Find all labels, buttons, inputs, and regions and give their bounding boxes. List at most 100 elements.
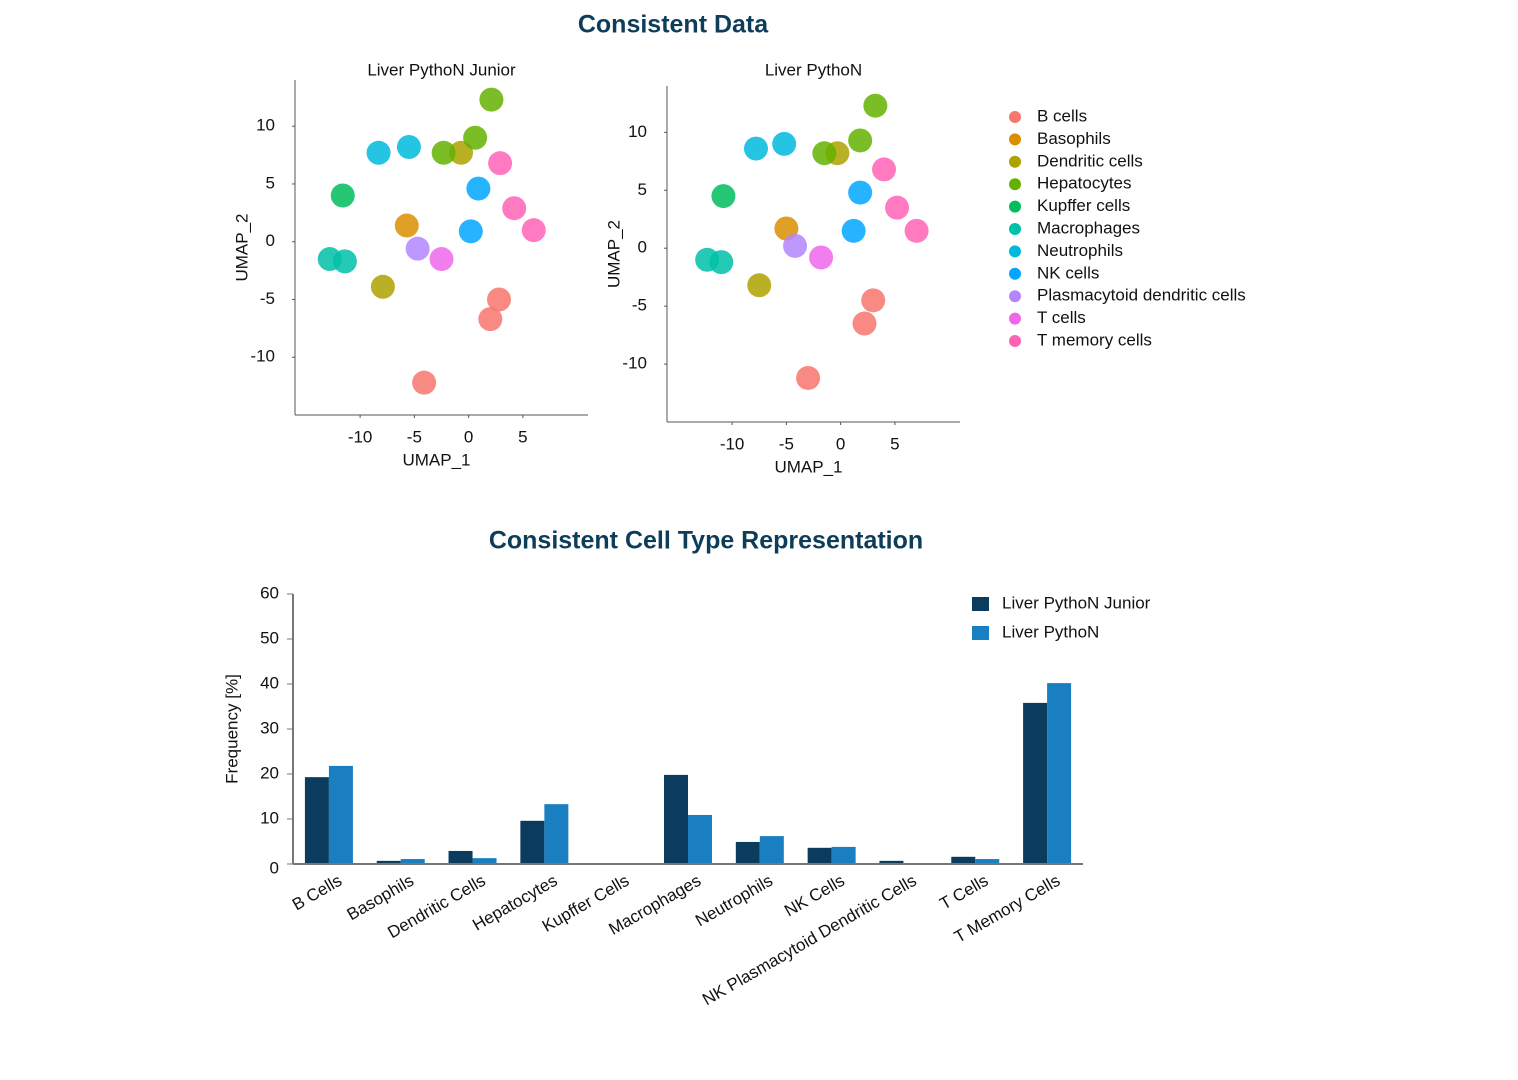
- legend-marker: [972, 597, 989, 611]
- legend-marker: [1009, 155, 1021, 168]
- bar: [520, 820, 545, 864]
- legend-marker: [1009, 223, 1021, 235]
- cluster-point: [772, 131, 797, 156]
- x-tick-label: 0: [464, 427, 473, 446]
- bar: [879, 860, 904, 864]
- y-tick-label: 60: [260, 583, 279, 602]
- legend-marker: [972, 626, 989, 640]
- cluster-point: [405, 236, 430, 261]
- y-tick-label: 10: [256, 116, 275, 135]
- cluster-point: [463, 125, 488, 150]
- cluster-point: [396, 135, 421, 159]
- bar: [951, 856, 976, 864]
- legend-label: Plasmacytoid dendritic cells: [1037, 286, 1246, 305]
- y-axis-label: Frequency [%]: [222, 674, 241, 784]
- legend-marker: [1009, 200, 1021, 213]
- cluster-point: [479, 87, 504, 112]
- x-tick-label: -5: [779, 434, 794, 453]
- chart-title: Consistent Cell Type Representation: [489, 527, 923, 555]
- y-tick-label: 20: [260, 763, 279, 782]
- cluster-point: [872, 157, 897, 182]
- bar: [472, 858, 497, 864]
- cluster-point: [796, 365, 821, 390]
- cluster-point: [863, 93, 888, 118]
- legend-label: Macrophages: [1037, 218, 1140, 237]
- legend-label: T cells: [1037, 308, 1086, 327]
- cluster-point: [885, 195, 910, 220]
- x-tick-label: Neutrophils: [692, 871, 776, 930]
- legend-marker: [1009, 335, 1021, 347]
- bar: [1023, 702, 1048, 864]
- legend-label: Kupffer cells: [1037, 196, 1130, 215]
- cluster-point: [449, 140, 474, 165]
- cluster-point: [904, 218, 929, 243]
- bar: [328, 765, 353, 864]
- cluster-point: [848, 180, 873, 205]
- cluster-point: [431, 140, 456, 165]
- y-tick-label: 0: [638, 238, 647, 257]
- cluster-point: [466, 176, 491, 201]
- cluster-point: [317, 247, 342, 272]
- x-tick-label: -10: [720, 434, 745, 453]
- cluster-point: [394, 213, 419, 238]
- legend-label: T memory cells: [1037, 330, 1152, 349]
- chart-title: Liver PythoN Junior: [367, 60, 516, 79]
- legend-marker: [1009, 312, 1021, 325]
- cluster-point: [458, 219, 483, 244]
- legend-label: Dendritic cells: [1037, 151, 1143, 170]
- bar: [807, 847, 832, 864]
- bar: [376, 860, 401, 864]
- legend-marker: [1009, 267, 1021, 280]
- y-tick-label: 10: [628, 122, 647, 141]
- cluster-point: [695, 247, 720, 272]
- page-title: Consistent Data: [578, 11, 769, 39]
- bar: [975, 859, 1000, 864]
- cluster-point: [848, 128, 873, 153]
- legend-label: Hepatocytes: [1037, 174, 1132, 193]
- bar: [664, 774, 688, 864]
- x-tick-label: 0: [836, 434, 845, 453]
- y-tick-label: 30: [260, 718, 279, 737]
- cluster-point: [747, 273, 772, 298]
- y-axis-label: UMAP_2: [232, 213, 251, 281]
- y-tick-label: 5: [638, 180, 647, 199]
- cluster-point: [861, 288, 886, 313]
- cluster-point: [809, 245, 834, 270]
- chart-title: Liver PythoN: [765, 60, 862, 79]
- cluster-point: [783, 233, 808, 258]
- cluster-point: [412, 370, 437, 395]
- y-tick-label: 5: [266, 173, 275, 192]
- legend-label: Neutrophils: [1037, 241, 1123, 260]
- cluster-point: [852, 311, 877, 336]
- cluster-point: [330, 183, 355, 208]
- bar: [735, 841, 760, 864]
- cluster-point: [502, 196, 527, 221]
- x-axis-label: UMAP_1: [402, 450, 470, 469]
- y-axis-label: UMAP_2: [604, 220, 623, 288]
- y-tick-label: 40: [260, 673, 279, 692]
- cluster-point: [521, 218, 546, 243]
- y-tick-label: 0: [266, 231, 275, 250]
- bar: [400, 859, 425, 864]
- legend-marker: [1009, 111, 1021, 123]
- x-tick-label: 5: [518, 427, 527, 446]
- x-tick-label: 5: [890, 434, 899, 453]
- x-axis-label: UMAP_1: [774, 457, 842, 476]
- y-tick-label: 50: [260, 628, 279, 647]
- legend-marker: [1009, 133, 1021, 146]
- bar: [759, 836, 784, 864]
- cluster-point: [841, 218, 866, 243]
- legend-label: Liver PythoN Junior: [1002, 593, 1151, 612]
- x-tick-label: -10: [348, 427, 373, 446]
- y-tick-label: 10: [260, 808, 279, 827]
- cluster-point: [429, 247, 454, 272]
- y-tick-label: -5: [260, 289, 275, 308]
- cluster-point: [370, 274, 395, 299]
- cluster-point: [711, 184, 736, 209]
- bar: [544, 804, 569, 864]
- legend-marker: [1009, 245, 1021, 258]
- cluster-point: [478, 307, 503, 332]
- cluster-point: [487, 287, 512, 312]
- x-tick-label: -5: [407, 427, 422, 446]
